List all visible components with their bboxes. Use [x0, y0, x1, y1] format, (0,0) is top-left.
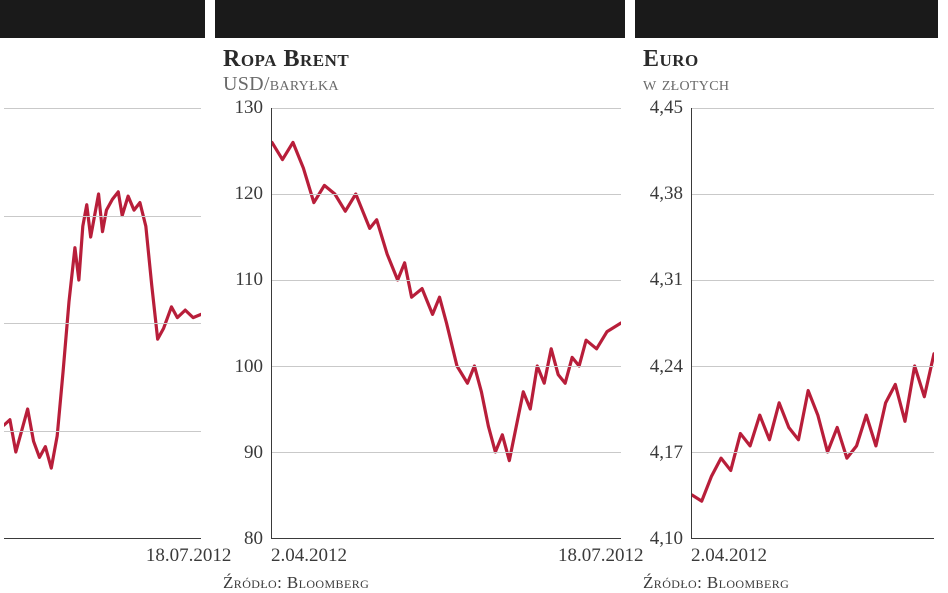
gridline: [692, 280, 934, 281]
gridline: [4, 108, 201, 109]
panel-header-bar: [0, 0, 205, 38]
gridline: [692, 452, 934, 453]
gridline: [4, 216, 201, 217]
chart-area: 4,104,174,244,314,384,45 2.04.2012: [639, 108, 934, 567]
source-caption: Źródło: Bloomberg: [635, 567, 938, 593]
gridline: [692, 194, 934, 195]
x-axis: 2.04.201218.07.2012: [271, 541, 621, 567]
y-tick-label: 80: [219, 528, 263, 550]
chart-subtitle: USD/baryłka: [223, 73, 625, 96]
line-svg: [692, 108, 934, 538]
y-tick-label: 130: [219, 97, 263, 119]
data-line: [4, 192, 201, 468]
data-line: [272, 142, 621, 460]
gridline: [272, 108, 621, 109]
plot-area: [271, 108, 621, 539]
chart-panel-1: Ropa Brent USD/baryłka 8090100110120130 …: [215, 0, 635, 593]
chart-title: Ropa Brent: [223, 46, 625, 73]
y-tick-label: 120: [219, 183, 263, 205]
chart-area: 8090100110120130 2.04.201218.07.2012: [219, 108, 621, 567]
y-tick-label: 4,24: [639, 356, 683, 378]
gridline: [692, 108, 934, 109]
y-tick-label: 4,31: [639, 269, 683, 291]
x-tick-label: 2.04.2012: [271, 545, 347, 567]
y-axis: 8090100110120130: [219, 108, 267, 539]
y-tick-label: 4,17: [639, 442, 683, 464]
gridline: [272, 280, 621, 281]
gridline: [272, 366, 621, 367]
chart-area: 18.07.2012: [4, 108, 201, 567]
y-tick-label: 4,45: [639, 97, 683, 119]
gridline: [272, 452, 621, 453]
gridline: [4, 431, 201, 432]
gridline: [272, 194, 621, 195]
x-axis: 18.07.2012: [4, 541, 201, 567]
source-caption: Źródło: Bloomberg: [215, 567, 625, 593]
y-tick-label: 4,10: [639, 528, 683, 550]
title-block: Euro w złotych: [635, 38, 938, 104]
x-axis: 2.04.2012: [691, 541, 934, 567]
chart-title: Euro: [643, 46, 938, 73]
plot-area: [691, 108, 934, 539]
chart-subtitle: w złotych: [643, 73, 938, 96]
y-tick-label: 100: [219, 356, 263, 378]
plot-area: [4, 108, 201, 539]
source-caption: [0, 567, 205, 593]
line-svg: [272, 108, 621, 538]
y-tick-label: 4,38: [639, 183, 683, 205]
y-tick-label: 110: [219, 269, 263, 291]
chart-panel-2: Euro w złotych 4,104,174,244,314,384,45 …: [635, 0, 948, 593]
panel-header-bar: [635, 0, 938, 38]
title-block: Ropa Brent USD/baryłka: [215, 38, 625, 104]
data-line: [692, 354, 934, 501]
x-tick-label: 2.04.2012: [691, 545, 767, 567]
y-tick-label: 90: [219, 442, 263, 464]
x-tick-label: 18.07.2012: [558, 545, 644, 567]
panel-header-bar: [215, 0, 625, 38]
title-block: [0, 38, 205, 104]
y-axis: 4,104,174,244,314,384,45: [639, 108, 687, 539]
gridline: [4, 323, 201, 324]
chart-panel-0: 18.07.2012: [0, 0, 215, 593]
gridline: [692, 366, 934, 367]
